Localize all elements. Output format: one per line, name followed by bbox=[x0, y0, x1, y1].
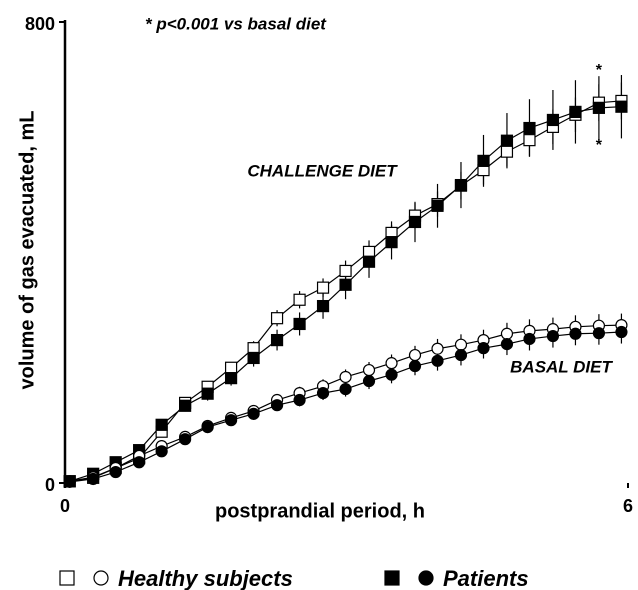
note: * p<0.001 vs basal diet bbox=[145, 14, 327, 33]
data-point bbox=[316, 281, 330, 294]
data-point bbox=[454, 178, 468, 192]
data-point bbox=[155, 418, 168, 431]
data-point bbox=[270, 333, 284, 347]
data-point bbox=[293, 293, 306, 306]
legend-marker bbox=[59, 570, 75, 586]
significance-star: * bbox=[596, 62, 603, 79]
data-point bbox=[477, 342, 490, 355]
data-point bbox=[454, 348, 468, 362]
y-axis-label: volume of gas evacuated, mL bbox=[16, 111, 38, 390]
data-point bbox=[523, 332, 536, 346]
data-point bbox=[270, 399, 284, 412]
data-point bbox=[500, 145, 514, 158]
significance-star: * bbox=[596, 137, 603, 154]
data-point bbox=[247, 407, 260, 420]
data-point bbox=[385, 368, 398, 381]
data-point bbox=[339, 264, 352, 278]
series-line bbox=[69, 324, 622, 482]
data-point bbox=[500, 338, 514, 351]
data-point bbox=[408, 348, 422, 362]
data-point bbox=[592, 327, 606, 340]
legend-label: Patients bbox=[443, 566, 529, 590]
data-point bbox=[362, 363, 376, 377]
data-point bbox=[87, 472, 100, 486]
legend-marker bbox=[93, 570, 109, 586]
series-line bbox=[69, 331, 622, 483]
data-point bbox=[569, 105, 582, 118]
data-point bbox=[431, 199, 444, 212]
data-point bbox=[179, 399, 192, 412]
data-point bbox=[523, 134, 536, 147]
data-point bbox=[339, 382, 352, 396]
data-point bbox=[201, 387, 214, 400]
data-point bbox=[362, 374, 376, 388]
data-point bbox=[500, 327, 514, 340]
data-point bbox=[546, 113, 560, 127]
y-tick-label: 800 bbox=[25, 14, 55, 34]
data-point bbox=[408, 215, 422, 229]
data-point bbox=[339, 370, 352, 384]
data-point bbox=[270, 312, 284, 325]
data-point bbox=[224, 372, 238, 385]
y-tick-label: 0 bbox=[45, 475, 55, 495]
data-point bbox=[431, 342, 444, 355]
data-point bbox=[224, 361, 238, 374]
data-point bbox=[500, 134, 514, 147]
data-point bbox=[569, 327, 582, 340]
legend-marker bbox=[418, 570, 434, 586]
data-point bbox=[339, 278, 352, 291]
data-point bbox=[546, 329, 560, 343]
data-point bbox=[431, 354, 444, 367]
data-point bbox=[615, 325, 628, 339]
data-point bbox=[293, 393, 306, 407]
data-point bbox=[615, 100, 628, 113]
data-point bbox=[293, 317, 306, 331]
data-point bbox=[109, 465, 122, 479]
data-point bbox=[133, 456, 146, 469]
data-point bbox=[408, 359, 422, 373]
x-tick-label: 0 bbox=[60, 496, 70, 516]
data-point bbox=[316, 387, 330, 400]
legend-label: Healthy subjects bbox=[118, 566, 293, 590]
data-point bbox=[316, 299, 330, 313]
challenge-label: CHALLENGE DIET bbox=[247, 161, 398, 180]
data-point bbox=[362, 255, 376, 268]
data-point bbox=[385, 236, 398, 249]
data-point bbox=[179, 433, 192, 446]
data-point bbox=[247, 351, 260, 365]
data-point bbox=[523, 121, 536, 135]
data-point bbox=[155, 445, 168, 458]
data-point bbox=[477, 154, 490, 167]
data-point bbox=[385, 357, 398, 370]
legend-marker bbox=[384, 570, 400, 586]
data-point bbox=[592, 101, 606, 114]
x-axis-label: postprandial period, h bbox=[215, 500, 425, 522]
data-point bbox=[224, 414, 238, 427]
basal-label: BASAL DIET bbox=[510, 357, 613, 376]
x-tick-label: 6 bbox=[623, 496, 633, 516]
data-point bbox=[63, 475, 76, 488]
data-point bbox=[201, 421, 214, 434]
data-point bbox=[454, 338, 468, 351]
